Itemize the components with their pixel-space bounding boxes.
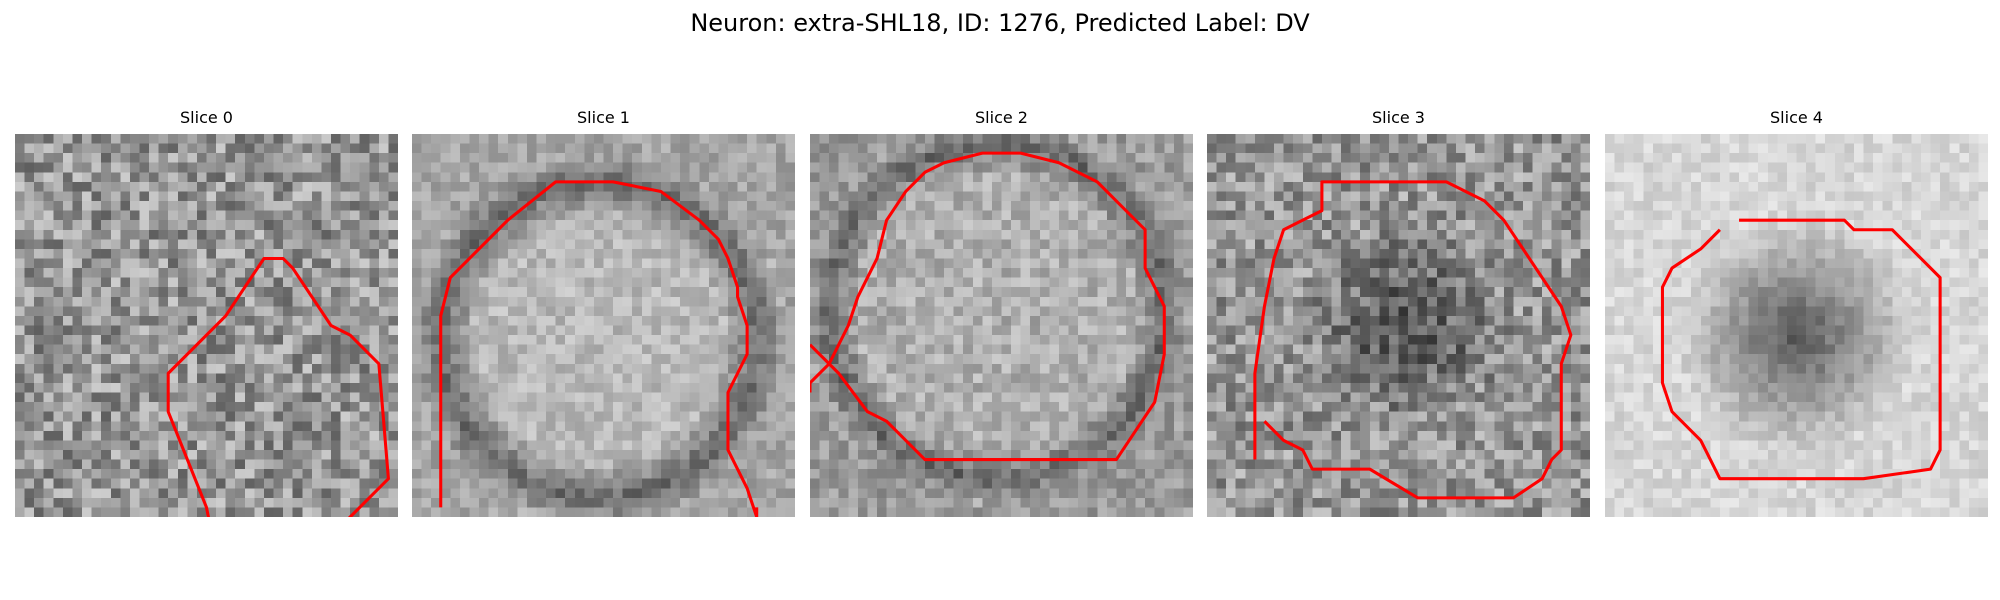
segmentation-contour — [1253, 180, 1573, 500]
slice-panel-3: Slice 3 — [1207, 108, 1590, 517]
slice-pixels — [15, 134, 398, 517]
slice-panel-0: Slice 0 — [15, 108, 398, 517]
slice-title: Slice 2 — [975, 108, 1028, 127]
figure-title: Neuron: extra-SHL18, ID: 1276, Predicted… — [690, 9, 1310, 37]
slice-pixels — [810, 134, 1193, 517]
slice-title: Slice 4 — [1770, 108, 1823, 127]
slice-image — [810, 134, 1193, 517]
slice-pixels — [412, 134, 795, 517]
slice-pixels — [1207, 134, 1590, 517]
slice-panel-4: Slice 4 — [1605, 108, 1988, 517]
slice-image — [1207, 134, 1590, 517]
slice-pixels — [1605, 134, 1988, 517]
slice-image — [15, 134, 398, 517]
slice-title: Slice 1 — [577, 108, 630, 127]
segmentation-contour — [166, 256, 390, 517]
segmentation-contour — [439, 180, 759, 517]
slice-title: Slice 3 — [1372, 108, 1425, 127]
slice-panel-2: Slice 2 — [810, 108, 1193, 517]
segmentation-contour — [810, 151, 1166, 462]
slice-image — [412, 134, 795, 517]
slice-title: Slice 0 — [180, 108, 233, 127]
segmentation-contour — [1660, 218, 1942, 481]
slice-image — [1605, 134, 1988, 517]
slice-panel-1: Slice 1 — [412, 108, 795, 517]
